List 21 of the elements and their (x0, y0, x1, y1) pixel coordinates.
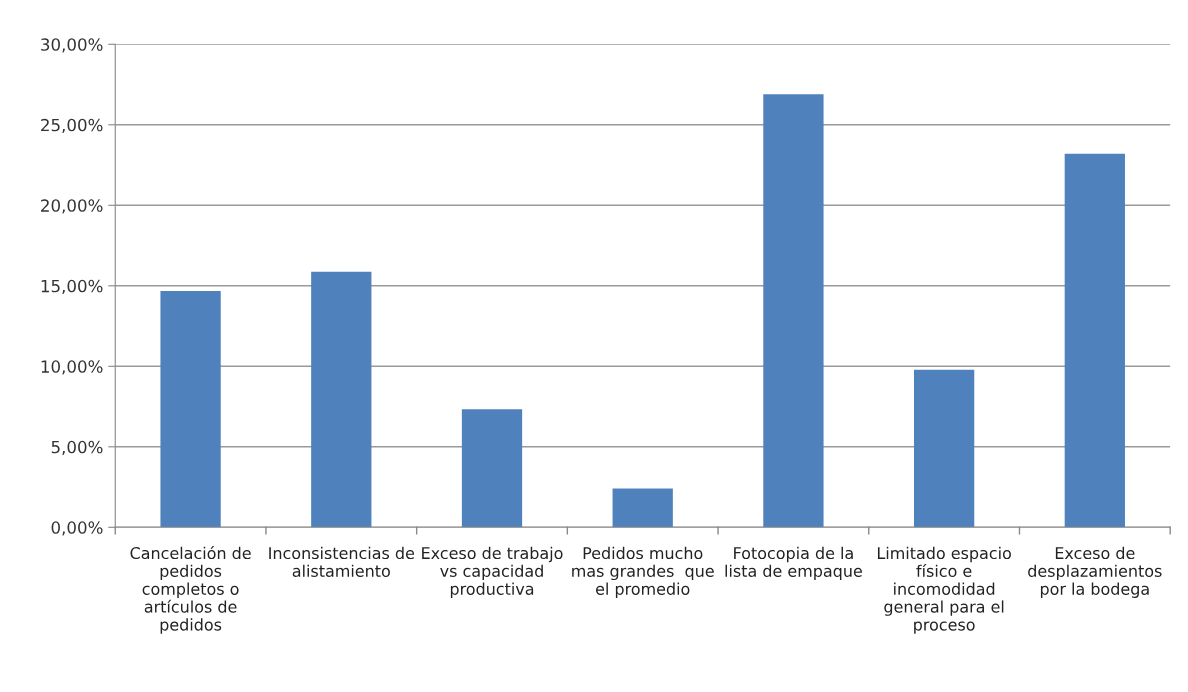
y-tick-label: 20,00% (41, 199, 103, 214)
bar (1064, 153, 1125, 528)
x-tick-label: Cancelación de pedidos completos o artículos de pedidos (130, 546, 251, 634)
y-tick-label: 0,00% (51, 521, 103, 536)
x-tick-label: Exceso de desplazamientos por la bodega (1028, 546, 1162, 598)
bar (311, 271, 372, 528)
x-tick-label: Exceso de trabajo vs capacidad productiva (422, 546, 563, 598)
x-tick-label: Limitado espacio físico e incomodidad general para el proceso (877, 546, 1011, 634)
y-tick-label: 15,00% (41, 279, 103, 295)
x-tick-label: Fotocopia de la lista de empaque (725, 546, 862, 581)
x-tick-label: Inconsistencias de alistamiento (269, 546, 415, 577)
bar (612, 488, 673, 528)
bar (461, 409, 523, 528)
bar (913, 369, 975, 528)
bar (763, 94, 824, 528)
y-tick-label: 5,00% (51, 440, 103, 456)
bar (160, 290, 221, 528)
y-tick-label: 10,00% (41, 360, 103, 375)
y-tick-label: 30,00% (41, 38, 103, 53)
x-tick-label: Pedidos mucho mas grandes que el promedio (572, 546, 714, 598)
y-tick-label: 25,00% (41, 118, 103, 134)
